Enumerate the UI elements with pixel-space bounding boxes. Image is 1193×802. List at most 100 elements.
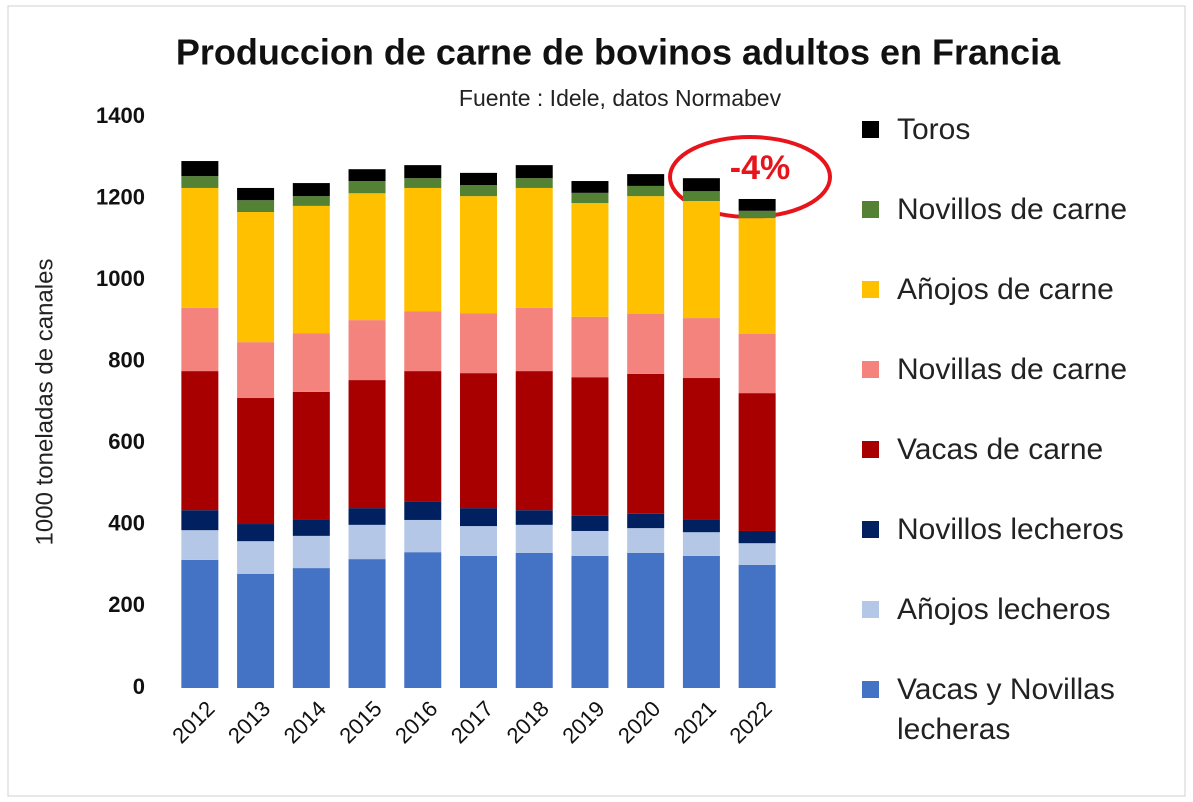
bar-segment xyxy=(571,530,609,556)
bar-segment xyxy=(627,185,665,197)
legend-item: Novillas de carne xyxy=(862,350,1152,390)
x-tick-label: 2022 xyxy=(724,696,776,748)
bar-segment xyxy=(460,196,497,314)
bar-segment xyxy=(682,318,720,379)
bar-segment xyxy=(515,178,553,188)
bar-segment xyxy=(738,210,776,219)
legend-label: Añojos de carne xyxy=(897,273,1114,306)
legend-swatch xyxy=(862,601,879,618)
y-tick-label: 1200 xyxy=(96,184,145,209)
bar-segment xyxy=(515,510,553,525)
bar-segment xyxy=(460,172,497,186)
bar-segment xyxy=(237,524,275,542)
bar-segment xyxy=(292,535,330,569)
legend-item: Añojos de carne xyxy=(862,270,1152,310)
x-tick-label: 2015 xyxy=(334,696,386,748)
legend-item: Vacas de carne xyxy=(862,430,1152,470)
bar-segment xyxy=(682,178,720,192)
bar-segment xyxy=(404,371,442,502)
legend-label: Novillos lecheros xyxy=(897,513,1124,546)
bar-segment xyxy=(738,393,776,531)
y-tick-label: 800 xyxy=(108,348,145,373)
bar-segment xyxy=(627,196,665,314)
legend-swatch xyxy=(862,281,879,298)
bar-segment xyxy=(738,198,776,211)
bar-segment xyxy=(237,187,275,201)
x-tick-label: 2016 xyxy=(390,696,442,748)
chart-border xyxy=(7,5,1186,797)
bar-segment xyxy=(181,510,219,531)
y-axis-label: 1000 toneladas de canales xyxy=(31,259,58,546)
bar-segment xyxy=(571,203,609,317)
bar-segment xyxy=(627,313,665,374)
legend-swatch xyxy=(862,121,879,138)
legend-label: Añojos lecheros xyxy=(897,593,1111,626)
legend-swatch xyxy=(862,521,879,538)
bar-segment xyxy=(682,191,720,202)
legend-item: Novillos lecheros xyxy=(862,510,1152,550)
bar-segment xyxy=(181,559,219,688)
bar-segment xyxy=(181,530,219,560)
x-tick-label: 2019 xyxy=(557,696,609,748)
x-tick-label: 2014 xyxy=(279,696,331,748)
bar-segment xyxy=(627,552,665,688)
legend-item: Novillos de carne xyxy=(862,190,1152,230)
legend-swatch xyxy=(862,201,879,218)
x-tick-label: 2013 xyxy=(223,696,275,748)
y-tick-label: 600 xyxy=(108,429,145,454)
bar-segment xyxy=(682,201,720,319)
bar-segment xyxy=(404,187,442,312)
bar-segment xyxy=(237,342,275,399)
bar-segment xyxy=(515,187,553,308)
bar-segment xyxy=(292,183,330,197)
bar-segment xyxy=(237,573,275,688)
legend-swatch xyxy=(862,361,879,378)
bar-segment xyxy=(515,552,553,688)
bar-segment xyxy=(348,524,386,560)
y-tick-label: 1400 xyxy=(96,103,145,128)
bar-segment xyxy=(571,181,609,193)
bar-segment xyxy=(404,178,442,188)
bar-segment xyxy=(181,176,219,188)
y-tick-label: 400 xyxy=(108,511,145,536)
bar-segment xyxy=(460,313,497,374)
bar-segment xyxy=(682,378,720,520)
legend-label: Toros xyxy=(897,113,971,146)
y-tick-label: 0 xyxy=(133,674,145,699)
bar-segment xyxy=(738,564,776,688)
bar-segment xyxy=(292,196,330,206)
x-tick-label: 2018 xyxy=(502,696,554,748)
bar-segment xyxy=(292,568,330,688)
bar-segment xyxy=(292,391,330,520)
bar-segment xyxy=(404,165,442,179)
bar-segment xyxy=(460,508,497,527)
bar-segment xyxy=(515,165,553,179)
bar-segment xyxy=(292,205,330,334)
legend-label: Vacas y Novillas lecheras xyxy=(897,673,1115,746)
bar-segment xyxy=(627,373,665,514)
bar-segment xyxy=(404,501,442,520)
bar-segment xyxy=(571,316,609,378)
legend-item: Vacas y Novillas lecheras xyxy=(862,670,1152,750)
legend-swatch xyxy=(862,441,879,458)
bar-segment xyxy=(682,532,720,556)
x-tick-label: 2017 xyxy=(446,696,498,748)
bar-segment xyxy=(404,519,442,553)
bar-segment xyxy=(571,515,609,531)
bar-segment xyxy=(348,193,386,321)
bar-segment xyxy=(348,508,386,525)
bar-segment xyxy=(738,218,776,334)
bar-segment xyxy=(404,552,442,688)
bar-segment xyxy=(292,519,330,536)
x-tick-label: 2021 xyxy=(669,696,721,748)
bar-segment xyxy=(348,320,386,381)
bar-segment xyxy=(237,212,275,343)
bar-segment xyxy=(237,541,275,574)
legend-item: Toros xyxy=(862,110,1152,150)
bar-segment xyxy=(627,513,665,529)
bar-segment xyxy=(460,526,497,556)
bar-segment xyxy=(348,380,386,509)
x-tick-label: 2020 xyxy=(613,696,665,748)
bar-segment xyxy=(292,333,330,392)
bar-segment xyxy=(460,555,497,688)
